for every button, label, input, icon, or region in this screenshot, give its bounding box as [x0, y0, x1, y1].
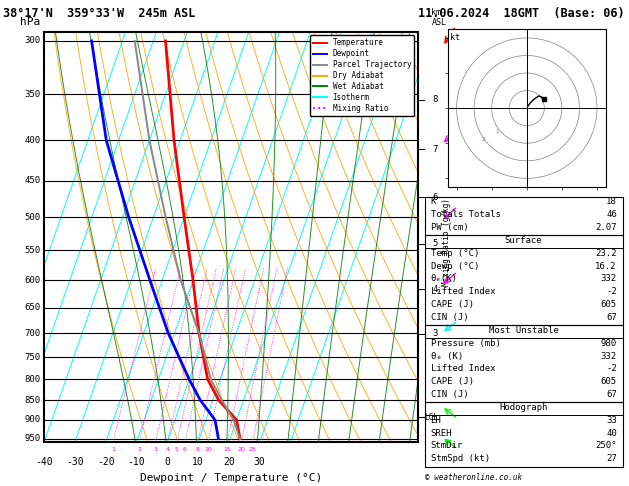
Text: Hodograph: Hodograph — [499, 403, 548, 412]
Text: Mixing Ratio (g/kg): Mixing Ratio (g/kg) — [442, 198, 451, 286]
Text: 250°: 250° — [595, 441, 617, 451]
Text: 67: 67 — [606, 313, 617, 322]
Text: 550: 550 — [24, 245, 40, 255]
Text: 4: 4 — [165, 447, 169, 452]
Text: 20: 20 — [223, 457, 235, 467]
Text: 900: 900 — [24, 416, 40, 424]
Text: Totals Totals: Totals Totals — [430, 210, 501, 219]
Text: 605: 605 — [601, 300, 617, 309]
Bar — [44, 32, 418, 442]
Text: 8: 8 — [196, 447, 199, 452]
Text: 40: 40 — [606, 429, 617, 437]
Text: 18: 18 — [606, 197, 617, 207]
Text: 0: 0 — [164, 457, 170, 467]
Text: 850: 850 — [24, 396, 40, 405]
Text: Dewp (°C): Dewp (°C) — [430, 261, 479, 271]
Text: LCL: LCL — [425, 413, 438, 422]
Text: 2: 2 — [481, 138, 485, 142]
Text: hPa: hPa — [19, 17, 40, 28]
Text: 16.2: 16.2 — [595, 261, 617, 271]
Text: 600: 600 — [24, 276, 40, 285]
Text: 3: 3 — [433, 330, 438, 338]
Text: -2: -2 — [606, 287, 617, 296]
Text: 33: 33 — [606, 416, 617, 425]
Text: CAPE (J): CAPE (J) — [430, 300, 474, 309]
Text: Lifted Index: Lifted Index — [430, 287, 495, 296]
Bar — [425, 402, 623, 467]
Text: 300: 300 — [24, 36, 40, 45]
Text: © weatheronline.co.uk: © weatheronline.co.uk — [425, 473, 521, 482]
Text: 7: 7 — [433, 145, 438, 154]
Text: StmSpd (kt): StmSpd (kt) — [430, 454, 489, 463]
Text: 30: 30 — [253, 457, 265, 467]
Text: 750: 750 — [24, 352, 40, 362]
Text: CIN (J): CIN (J) — [430, 313, 468, 322]
Text: 400: 400 — [24, 136, 40, 145]
Text: Temp (°C): Temp (°C) — [430, 249, 479, 258]
Text: 6: 6 — [183, 447, 187, 452]
Text: Surface: Surface — [505, 236, 542, 245]
Text: 67: 67 — [606, 390, 617, 399]
Text: 5: 5 — [175, 447, 179, 452]
Text: 23.2: 23.2 — [595, 249, 617, 258]
Text: 650: 650 — [24, 303, 40, 312]
Text: 3: 3 — [153, 447, 157, 452]
Text: 5: 5 — [433, 239, 438, 248]
Text: 605: 605 — [601, 377, 617, 386]
Legend: Temperature, Dewpoint, Parcel Trajectory, Dry Adiabat, Wet Adiabat, Isotherm, Mi: Temperature, Dewpoint, Parcel Trajectory… — [310, 35, 415, 116]
Text: 332: 332 — [601, 275, 617, 283]
Text: -2: -2 — [606, 364, 617, 373]
Text: 500: 500 — [24, 213, 40, 222]
Text: 4: 4 — [433, 285, 438, 294]
Text: 700: 700 — [24, 329, 40, 338]
Text: 1: 1 — [495, 129, 499, 134]
Text: 10: 10 — [204, 447, 212, 452]
Text: SREH: SREH — [430, 429, 452, 437]
Text: θₑ (K): θₑ (K) — [430, 351, 463, 361]
Text: 38°17'N  359°33'W  245m ASL: 38°17'N 359°33'W 245m ASL — [3, 7, 196, 20]
Text: 2: 2 — [137, 447, 141, 452]
Bar — [425, 197, 623, 235]
Text: 2.07: 2.07 — [595, 223, 617, 232]
Bar — [425, 325, 623, 402]
Text: PW (cm): PW (cm) — [430, 223, 468, 232]
Text: 46: 46 — [606, 210, 617, 219]
Text: Lifted Index: Lifted Index — [430, 364, 495, 373]
Text: -40: -40 — [35, 457, 53, 467]
Text: CAPE (J): CAPE (J) — [430, 377, 474, 386]
Text: 25: 25 — [248, 447, 257, 452]
Text: 980: 980 — [601, 339, 617, 347]
Text: 950: 950 — [24, 434, 40, 443]
Text: 450: 450 — [24, 176, 40, 185]
Text: 10: 10 — [192, 457, 204, 467]
Text: K: K — [430, 197, 436, 207]
Text: kt: kt — [450, 33, 460, 42]
Text: 1: 1 — [111, 447, 115, 452]
Text: Pressure (mb): Pressure (mb) — [430, 339, 501, 347]
Text: 800: 800 — [24, 375, 40, 384]
Text: StmDir: StmDir — [430, 441, 463, 451]
Text: -20: -20 — [97, 457, 114, 467]
Text: θₑ(K): θₑ(K) — [430, 275, 457, 283]
Text: 332: 332 — [601, 351, 617, 361]
Text: -30: -30 — [66, 457, 84, 467]
Text: 6: 6 — [433, 192, 438, 202]
Bar — [425, 235, 623, 325]
Text: -10: -10 — [128, 457, 145, 467]
Text: km
ASL: km ASL — [431, 8, 447, 28]
Text: CIN (J): CIN (J) — [430, 390, 468, 399]
Text: 11.06.2024  18GMT  (Base: 06): 11.06.2024 18GMT (Base: 06) — [418, 7, 625, 20]
Text: 8: 8 — [433, 95, 438, 104]
Text: EH: EH — [430, 416, 442, 425]
Text: 350: 350 — [24, 89, 40, 99]
Text: 20: 20 — [237, 447, 245, 452]
Text: 27: 27 — [606, 454, 617, 463]
Text: Dewpoint / Temperature (°C): Dewpoint / Temperature (°C) — [140, 473, 322, 483]
Text: 15: 15 — [223, 447, 231, 452]
Text: Most Unstable: Most Unstable — [489, 326, 559, 335]
